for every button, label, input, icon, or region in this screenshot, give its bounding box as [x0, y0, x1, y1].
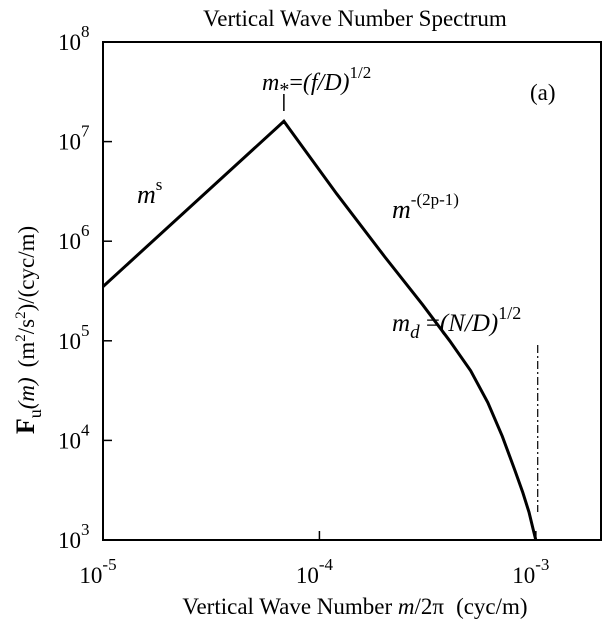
y-tick-label-exp-5: 8 — [81, 22, 90, 41]
y-tick-label-1: 104 — [58, 420, 90, 453]
peak-annotation-exp: 1/2 — [350, 63, 372, 82]
y-tick-label-exp-0: 3 — [81, 520, 90, 539]
y-axis-label-F: F — [11, 418, 40, 434]
y-tick-label-exp-4: 7 — [81, 122, 90, 141]
low-slope-exp: s — [156, 175, 163, 194]
y-tick-label-base-4: 10 — [58, 130, 81, 155]
spectrum-line — [101, 119, 538, 541]
x-tick-label-2: 10-3 — [512, 555, 549, 588]
x-axis-label-prefix: Vertical Wave Number — [182, 594, 398, 619]
y-axis-label: Fu(m)(m2/s2)/(cyc/m) — [11, 226, 45, 434]
cutoff-annotation-exp: 1/2 — [498, 303, 521, 323]
x-tick-label-1: 10-4 — [296, 555, 334, 588]
cutoff-annotation-var: m — [392, 310, 410, 337]
high-slope-label: m-(2p-1) — [392, 190, 459, 224]
x-tick-label-exp-1: -4 — [319, 555, 334, 574]
y-axis-label-sub: u — [25, 409, 45, 418]
x-tick-label-base-1: 10 — [296, 563, 319, 588]
high-slope-base: m — [392, 195, 411, 224]
peak-annotation-eq: = — [289, 70, 303, 96]
x-axis-label-var: m — [398, 594, 415, 619]
cutoff-annotation-eq: = — [420, 310, 440, 337]
low-slope-base: m — [137, 180, 156, 209]
high-slope-exp: -(2p-1) — [411, 190, 459, 209]
y-tick-label-2: 105 — [58, 321, 90, 354]
x-tick-label-base-0: 10 — [79, 563, 102, 588]
peak-annotation-sub: * — [279, 79, 289, 101]
x-tick-label-0: 10-5 — [79, 555, 116, 588]
y-tick-label-base-5: 10 — [58, 30, 81, 55]
y-tick-label-base-3: 10 — [58, 229, 81, 254]
peak-annotation-expr: (f/D) — [303, 70, 350, 96]
x-tick-label-exp-0: -5 — [102, 555, 116, 574]
y-tick-label-4: 107 — [58, 122, 90, 155]
y-tick-label-3: 106 — [58, 221, 90, 254]
peak-annotation-var: m — [262, 70, 279, 96]
peak-annotation: m*=(f/D)1/2 — [262, 63, 371, 101]
x-axis-label-suffix: /2π — [415, 594, 445, 619]
low-slope-label: ms — [137, 175, 162, 209]
y-tick-label-base-1: 10 — [58, 428, 81, 453]
x-tick-label-base-2: 10 — [512, 563, 535, 588]
y-axis-label-sup-b: 2 — [13, 311, 29, 319]
y-tick-label-base-0: 10 — [58, 528, 81, 553]
y-tick-label-exp-1: 4 — [81, 420, 90, 439]
y-axis-label-unit-a: (m — [14, 342, 39, 368]
x-axis-label: Vertical Wave Number m/2π (cyc/m) — [182, 594, 527, 619]
y-axis-label-unit-c: )/(cyc/m) — [14, 226, 39, 312]
y-tick-label-0: 103 — [58, 520, 90, 553]
y-tick-label-base-2: 10 — [58, 329, 81, 354]
cutoff-annotation-expr: (N/D) — [440, 310, 498, 337]
plot-frame — [102, 41, 602, 541]
y-axis-label-sup-a: 2 — [13, 334, 29, 342]
y-axis-label-unit-b: /s — [14, 319, 39, 334]
x-axis-label-unit: (cyc/m) — [456, 594, 528, 619]
y-tick-label-exp-3: 6 — [81, 221, 90, 240]
chart-title: Vertical Wave Number Spectrum — [203, 6, 507, 31]
x-axis-ticks: 10-5 10-4 10-3 — [79, 531, 549, 588]
panel-label: (a) — [530, 80, 556, 105]
y-tick-label-5: 108 — [58, 22, 90, 55]
y-tick-label-exp-2: 5 — [81, 321, 90, 340]
x-tick-label-exp-2: -3 — [535, 555, 549, 574]
cutoff-annotation: md =(N/D)1/2 — [392, 303, 521, 343]
y-axis-label-arg: (m) — [14, 377, 39, 409]
cutoff-annotation-sub: d — [410, 322, 420, 343]
